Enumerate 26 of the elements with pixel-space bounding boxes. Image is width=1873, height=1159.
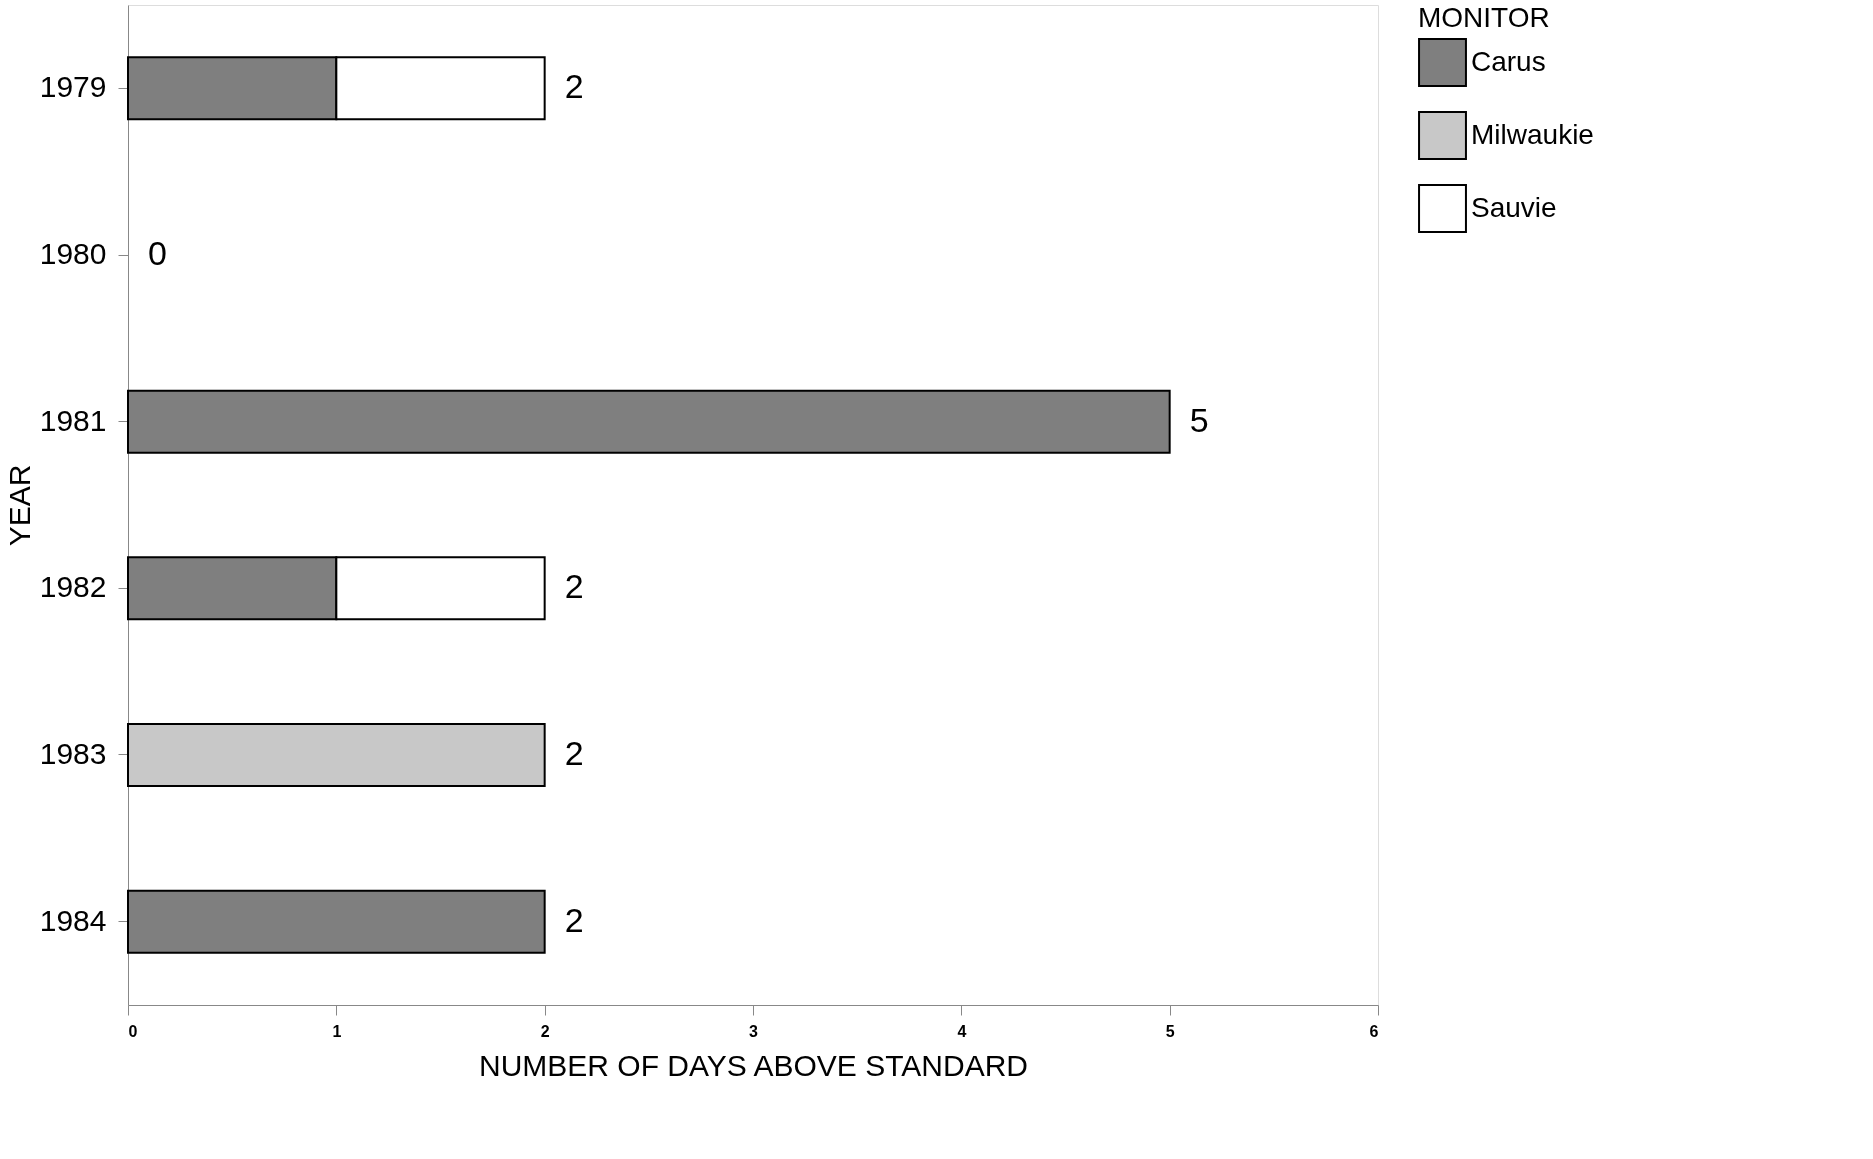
y-tick-label: 1979 [39,70,107,104]
x-tick-label: 4 [957,1022,967,1040]
y-tick-label: 1982 [39,570,107,604]
y-tick-label: 1980 [39,237,107,270]
x-tick-label: 3 [749,1022,759,1040]
y-tick-label: 1984 [39,903,107,937]
total-label: 2 [564,900,584,939]
x-tick-label: 0 [128,1022,138,1040]
text: 0 [148,234,167,272]
y-tick-label: 1981 [39,403,107,437]
y-axis-title: YEAR [2,464,36,547]
total-label: 2 [564,567,584,606]
x-tick-label: 2 [540,1022,550,1040]
bar [127,723,546,787]
legend-label: Carus [1471,45,1546,77]
legend-label: Milwaukie [1471,118,1594,150]
x-tick-label: 5 [1165,1022,1175,1040]
legend-title: MONITOR [1418,2,1550,33]
legend-label: Sauvie [1471,191,1557,223]
x-axis-title: NUMBER OF DAYS ABOVE STANDARD [479,1048,1028,1082]
x-tick-label: 1 [332,1022,342,1040]
y-tick-label: 1983 [39,737,107,770]
total-label: 2 [564,734,584,772]
x-tick-label: 6 [1369,1022,1379,1040]
total-label: 5 [1189,400,1209,439]
total-label: 2 [564,67,584,106]
